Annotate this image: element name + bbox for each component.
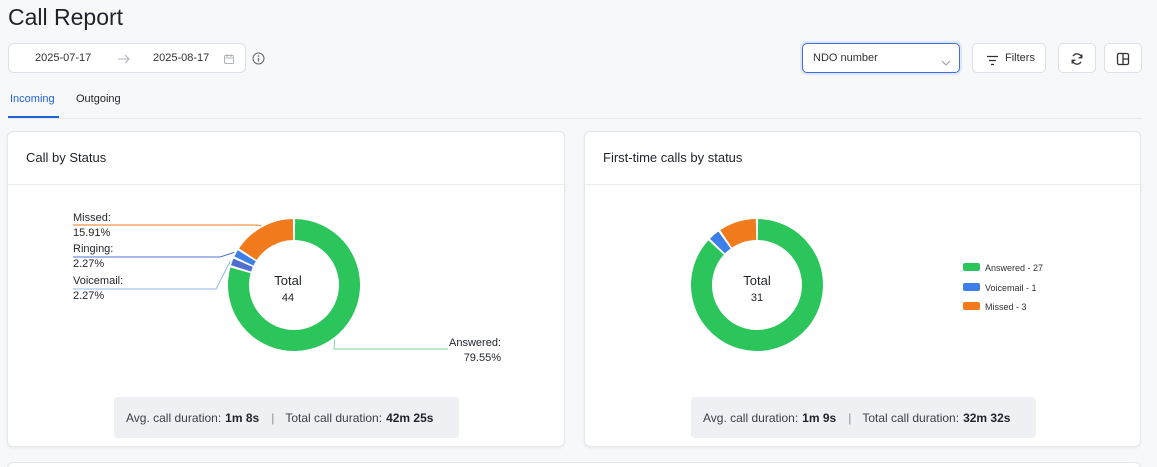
legend-swatch-voicemail: [963, 283, 980, 291]
active-tab-indicator: [8, 116, 59, 118]
leader-line-answered: [333, 339, 448, 350]
tab-incoming[interactable]: Incoming: [10, 93, 55, 105]
missed-data-label: Missed:: [73, 212, 111, 224]
duration-summary: Avg. call duration: 1m 8s | Total call d…: [114, 397, 459, 438]
page-title: Call Report: [8, 4, 124, 30]
next-card-edge: [7, 462, 1141, 467]
filters-button[interactable]: Filters: [972, 43, 1046, 73]
total-duration-value: 42m 25s: [386, 410, 434, 425]
legend-swatch-answered: [963, 263, 980, 271]
card-title: Call by Status: [26, 150, 107, 165]
call-by-status-card: Call by Status Total 44 Missed: 15.91% R…: [7, 131, 565, 447]
ringing-data-label: Ringing:: [73, 243, 113, 255]
calendar-icon[interactable]: [223, 52, 235, 70]
legend-swatch-missed: [963, 302, 980, 310]
ndo-select-value: NDO number: [813, 52, 878, 64]
leader-line-voicemail: [73, 260, 231, 290]
slice-answered[interactable]: [228, 219, 360, 351]
ringing-data-value: 2.27%: [73, 258, 104, 270]
avg-duration-value: 1m 8s: [225, 410, 260, 425]
first-time-calls-card: First-time calls by status Total 31 Answ…: [584, 131, 1141, 447]
duration-summary: Avg. call duration: 1m 9s | Total call d…: [691, 397, 1036, 438]
slice-answered[interactable]: [691, 219, 823, 351]
donut-center-total: 31: [751, 292, 763, 304]
first-time-calls-donut-chart: Total 31 Answered - 27 Voicemail - 1 Mis…: [691, 219, 1043, 351]
missed-data-value: 15.91%: [73, 227, 111, 239]
layout-button[interactable]: [1104, 43, 1142, 73]
summary-divider: |: [271, 410, 275, 425]
total-duration-value: 32m 32s: [963, 410, 1011, 425]
refresh-button[interactable]: [1058, 43, 1096, 73]
report-tabs: Incoming Outgoing: [8, 90, 1142, 119]
filters-label: Filters: [1005, 52, 1035, 64]
layout-panel-icon: [1116, 52, 1130, 71]
slice-voicemail[interactable]: [709, 231, 731, 254]
tab-outgoing[interactable]: Outgoing: [76, 93, 121, 105]
legend-answered[interactable]: Answered - 27: [985, 263, 1043, 273]
avg-duration-label: Avg. call duration:: [126, 410, 222, 425]
answered-data-value: 79.55%: [464, 352, 502, 364]
ndo-number-select[interactable]: NDO number: [802, 43, 960, 73]
card-title: First-time calls by status: [603, 150, 743, 165]
legend-missed[interactable]: Missed - 3: [985, 302, 1027, 312]
slice-ringing[interactable]: [234, 250, 256, 266]
slice-missed[interactable]: [239, 219, 294, 261]
start-date[interactable]: 2025-07-17: [35, 52, 92, 64]
card-header: Call by Status: [8, 132, 564, 185]
call-by-status-donut-chart: Total 44 Missed: 15.91% Ringing: 2.27% V…: [73, 212, 502, 364]
info-icon[interactable]: [252, 52, 265, 70]
summary-divider: |: [848, 410, 852, 425]
date-range-picker[interactable]: 2025-07-17 2025-08-17: [8, 43, 246, 73]
filter-icon: [986, 53, 999, 71]
leader-line-ringing: [73, 251, 235, 258]
donut-center-label: Total: [274, 273, 302, 288]
voicemail-data-label: Voicemail:: [73, 275, 123, 287]
donut-center-total: 44: [282, 292, 294, 304]
legend-voicemail[interactable]: Voicemail - 1: [985, 283, 1037, 293]
total-duration-label: Total call duration:: [862, 410, 960, 425]
chevron-down-icon: [941, 54, 951, 72]
end-date[interactable]: 2025-08-17: [153, 52, 210, 64]
donut-center-label: Total: [743, 273, 771, 288]
card-header: First-time calls by status: [585, 132, 1140, 185]
voicemail-data-value: 2.27%: [73, 290, 104, 302]
arrow-right-icon: [117, 52, 131, 70]
avg-duration-value: 1m 9s: [802, 410, 837, 425]
slice-missed[interactable]: [720, 219, 757, 248]
answered-data-label: Answered:: [449, 337, 501, 349]
slice-voicemail[interactable]: [231, 258, 253, 272]
refresh-icon: [1070, 52, 1084, 71]
avg-duration-label: Avg. call duration:: [703, 410, 799, 425]
total-duration-label: Total call duration:: [285, 410, 383, 425]
